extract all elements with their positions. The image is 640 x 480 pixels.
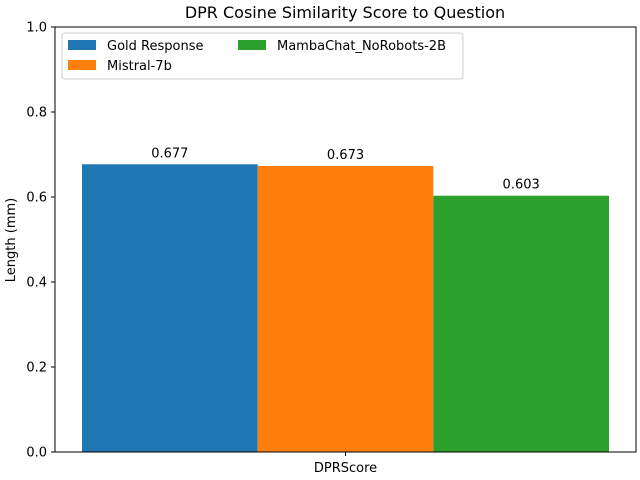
bar-value-label: 0.677: [151, 146, 188, 161]
legend-swatch: [68, 40, 96, 50]
y-tick-label: 0.6: [26, 191, 47, 206]
bar-mistral-7b: [257, 165, 434, 452]
legend-entry-label: Mistral-7b: [107, 59, 172, 74]
bar-value-label: 0.673: [327, 148, 364, 163]
y-axis-label: Length (mm): [4, 198, 19, 282]
bar-value-label: 0.603: [503, 178, 540, 193]
y-tick-label: 0.2: [26, 361, 47, 376]
plot-area: 0.677 0.673 0.603 0.0 0.2 0.4 0.6 0.8 1.0 DPRScor…: [26, 21, 637, 476]
y-tick-label: 0.0: [26, 446, 47, 461]
legend-box: [61, 32, 464, 80]
y-tick-label: 1.0: [26, 21, 47, 36]
chart-title: DPR Cosine Similarity Score to Question: [185, 3, 505, 22]
legend-swatch: [68, 60, 96, 70]
legend-entry-label: Gold Response: [107, 39, 203, 54]
x-tick-label: DPRScore: [314, 461, 377, 476]
y-tick-label: 0.8: [26, 106, 47, 121]
legend-entry-label: MambaChat_NoRobots-2B: [277, 39, 446, 54]
bar-gold-response: [82, 164, 258, 452]
y-tick-label: 0.4: [26, 276, 47, 291]
bar-mambachat-norobots-2b: [433, 195, 609, 452]
legend-swatch: [238, 40, 266, 50]
